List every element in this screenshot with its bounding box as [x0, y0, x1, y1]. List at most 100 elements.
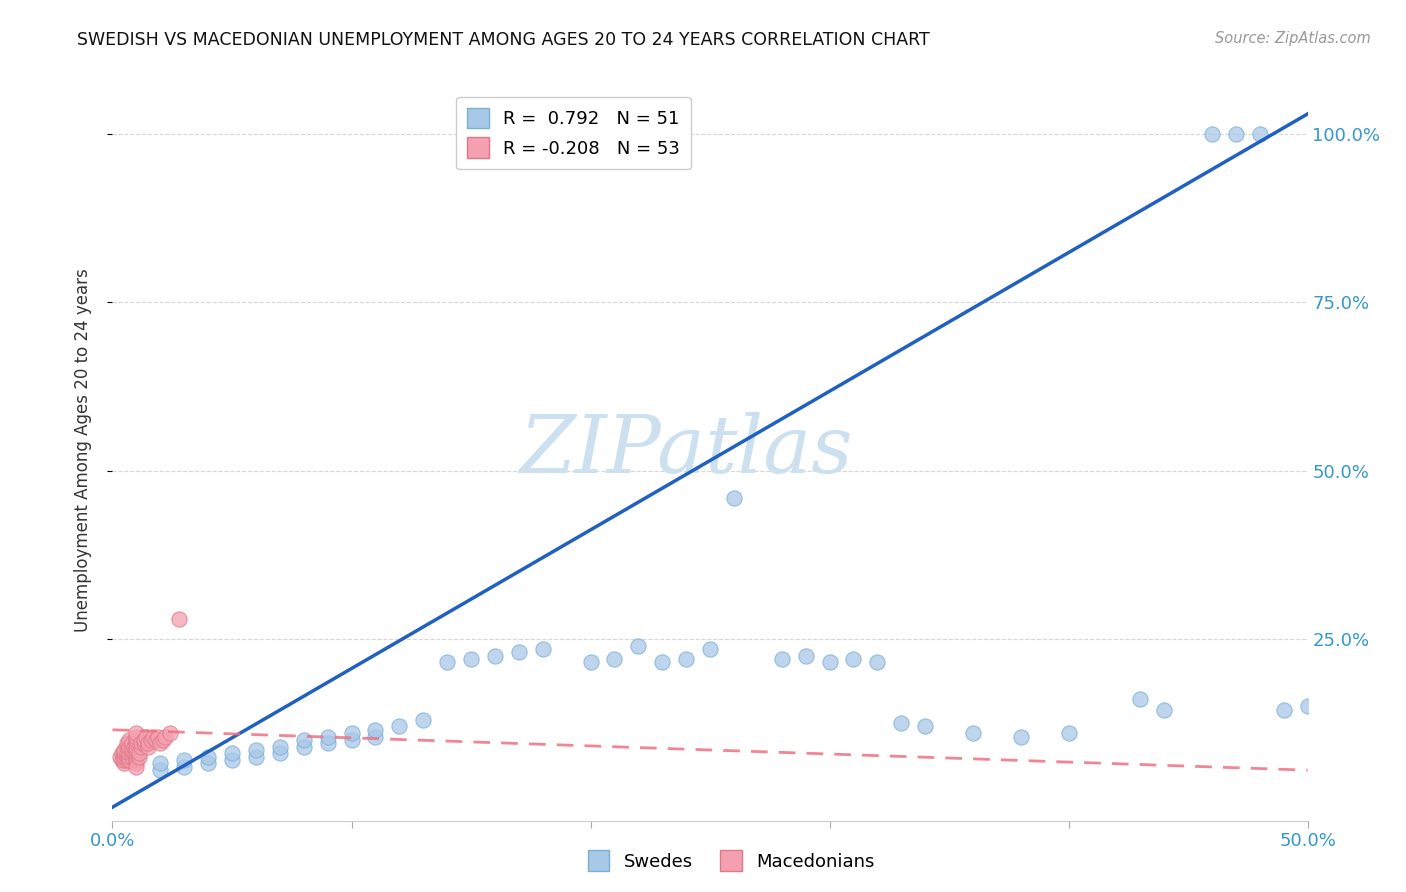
Point — [1272, 703, 1295, 717]
Point — [627, 639, 650, 653]
Point — [1010, 730, 1032, 744]
Point — [122, 747, 145, 761]
Point — [316, 736, 339, 750]
Point — [125, 747, 148, 761]
Text: SWEDISH VS MACEDONIAN UNEMPLOYMENT AMONG AGES 20 TO 24 YEARS CORRELATION CHART: SWEDISH VS MACEDONIAN UNEMPLOYMENT AMONG… — [77, 31, 931, 49]
Point — [132, 732, 155, 747]
Legend: R =  0.792   N = 51, R = -0.208   N = 53: R = 0.792 N = 51, R = -0.208 N = 53 — [456, 96, 690, 169]
Point — [723, 491, 745, 505]
Point — [139, 732, 162, 747]
Point — [125, 739, 148, 754]
Point — [364, 723, 387, 737]
Point — [135, 730, 157, 744]
Point — [770, 652, 793, 666]
Point — [1153, 703, 1175, 717]
Point — [132, 736, 155, 750]
Point — [153, 730, 176, 744]
Point — [914, 719, 936, 733]
Point — [1249, 127, 1271, 141]
Point — [1201, 127, 1223, 141]
Point — [245, 749, 267, 764]
Point — [138, 736, 160, 750]
Point — [197, 749, 219, 764]
Point — [699, 642, 721, 657]
Point — [221, 753, 243, 767]
Point — [436, 656, 458, 670]
Point — [866, 656, 889, 670]
Point — [125, 743, 148, 757]
Point — [118, 749, 141, 764]
Point — [115, 753, 138, 767]
Point — [121, 736, 143, 750]
Point — [138, 739, 160, 754]
Point — [1296, 699, 1319, 714]
Point — [129, 736, 152, 750]
Point — [173, 753, 195, 767]
Point — [118, 747, 141, 761]
Point — [675, 652, 697, 666]
Point — [149, 736, 172, 750]
Point — [118, 732, 141, 747]
Point — [388, 719, 411, 733]
Point — [115, 749, 138, 764]
Point — [125, 732, 148, 747]
Y-axis label: Unemployment Among Ages 20 to 24 years: Unemployment Among Ages 20 to 24 years — [73, 268, 91, 632]
Point — [292, 739, 315, 754]
Legend: Swedes, Macedonians: Swedes, Macedonians — [581, 843, 882, 879]
Point — [121, 747, 143, 761]
Point — [125, 756, 148, 771]
Point — [842, 652, 865, 666]
Point — [508, 645, 530, 659]
Point — [128, 749, 150, 764]
Point — [125, 730, 148, 744]
Point — [121, 749, 143, 764]
Point — [122, 739, 145, 754]
Point — [531, 642, 554, 657]
Point — [114, 747, 135, 761]
Point — [118, 753, 141, 767]
Point — [146, 730, 169, 744]
Point — [108, 749, 131, 764]
Point — [1057, 726, 1080, 740]
Point — [579, 656, 602, 670]
Point — [152, 732, 174, 747]
Point — [118, 739, 141, 754]
Point — [111, 753, 134, 767]
Point — [114, 753, 135, 767]
Point — [142, 730, 165, 744]
Point — [115, 739, 138, 754]
Point — [340, 732, 363, 747]
Point — [114, 749, 135, 764]
Point — [149, 756, 172, 771]
Point — [114, 756, 135, 771]
Point — [145, 732, 167, 747]
Point — [197, 756, 219, 771]
Point — [603, 652, 626, 666]
Text: ZIPatlas: ZIPatlas — [519, 412, 853, 489]
Point — [125, 753, 148, 767]
Point — [890, 716, 912, 731]
Point — [794, 648, 817, 663]
Point — [129, 739, 152, 754]
Point — [962, 726, 984, 740]
Point — [269, 747, 291, 761]
Point — [111, 747, 134, 761]
Point — [1225, 127, 1247, 141]
Point — [159, 726, 181, 740]
Point — [125, 760, 148, 774]
Point — [1129, 692, 1152, 706]
Point — [125, 749, 148, 764]
Point — [292, 732, 315, 747]
Point — [245, 743, 267, 757]
Point — [269, 739, 291, 754]
Point — [316, 730, 339, 744]
Point — [149, 763, 172, 777]
Point — [115, 747, 138, 761]
Point — [651, 656, 673, 670]
Point — [818, 656, 841, 670]
Point — [125, 726, 148, 740]
Point — [221, 747, 243, 761]
Point — [121, 743, 143, 757]
Point — [340, 726, 363, 740]
Point — [169, 612, 191, 626]
